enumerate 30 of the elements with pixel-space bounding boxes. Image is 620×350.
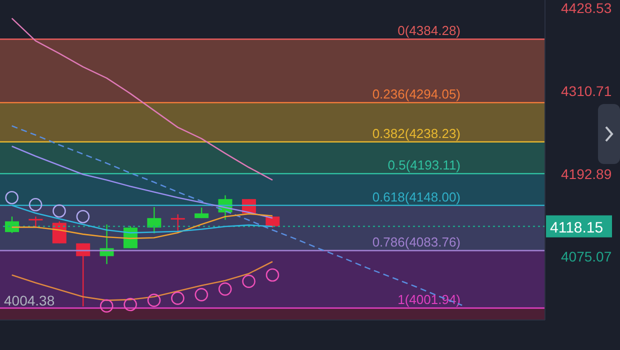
point	[218, 282, 232, 296]
annotation: 4004.38	[4, 292, 55, 308]
ref-line-label: 0.5(4193.11)	[388, 158, 461, 173]
point	[52, 204, 66, 218]
line-series	[11, 18, 274, 181]
candlestick	[147, 206, 162, 234]
y-tick-label: 4075.07	[561, 248, 612, 265]
line-series	[11, 146, 274, 219]
y-tick-label: 4428.53	[561, 0, 612, 16]
y-tick-label: 4310.71	[561, 82, 612, 99]
point	[171, 292, 184, 305]
candlestick	[28, 216, 43, 228]
point	[28, 198, 42, 212]
ref-line-label: 0.236(4294.05)	[372, 86, 461, 102]
point	[266, 268, 280, 282]
ref-line-label: 0.382(4238.23)	[372, 126, 461, 141]
ref-line-label: 0.618(4148.00)	[372, 189, 461, 204]
ref-line-label: 1(4001.94)	[398, 292, 461, 308]
point	[147, 294, 161, 307]
point	[100, 299, 114, 313]
point	[76, 210, 90, 224]
point	[194, 288, 208, 302]
point	[242, 274, 256, 288]
y-tick-label: 4192.89	[561, 166, 612, 182]
ref-line-label: 4118.15	[550, 219, 604, 236]
ref-line-label: 0(4384.28)	[398, 23, 461, 38]
ref-line-label: 0.786(4083.76)	[372, 234, 461, 250]
point	[5, 190, 18, 204]
candlestick	[76, 242, 90, 307]
point	[124, 298, 137, 312]
